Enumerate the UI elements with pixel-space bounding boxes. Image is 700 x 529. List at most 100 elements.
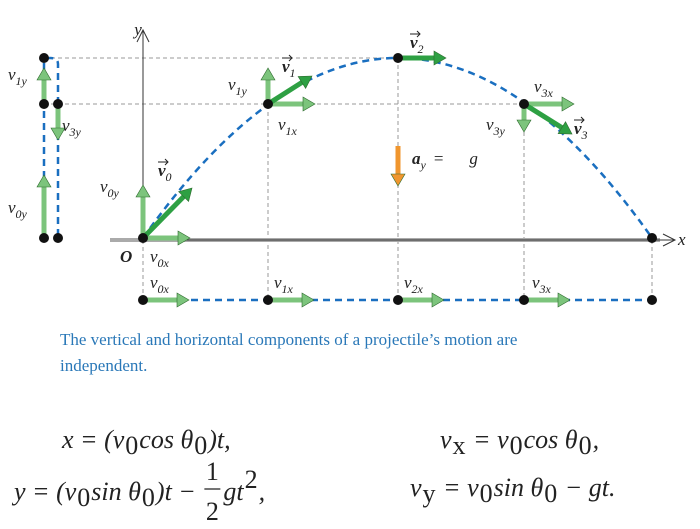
x-label: x xyxy=(677,230,686,249)
point xyxy=(53,99,63,109)
equation-sub: 0 xyxy=(579,431,592,460)
symbol: v xyxy=(8,65,16,84)
vector-head xyxy=(177,230,191,246)
equation-sub: 0 xyxy=(125,431,138,460)
vector-label: v2 xyxy=(410,33,424,56)
y-label: y xyxy=(132,20,142,39)
vector-label: v3x xyxy=(534,77,554,100)
equation-text: = v xyxy=(437,473,480,502)
vector-head xyxy=(176,292,190,308)
trajectory xyxy=(141,56,654,239)
subscript: 3x xyxy=(541,86,554,100)
vector-head xyxy=(260,67,276,81)
point xyxy=(39,53,49,63)
vertical-motion xyxy=(42,56,60,238)
symbol: v xyxy=(158,161,166,180)
point xyxy=(647,295,657,305)
equation-text: v xyxy=(440,425,452,454)
equation-text: sin θ xyxy=(494,473,544,502)
symbol: v xyxy=(228,75,236,94)
point xyxy=(53,233,63,243)
vector-label: v0y xyxy=(8,198,28,221)
vector-label: v0x xyxy=(150,247,170,270)
equation-text: y = (v xyxy=(11,477,77,506)
equation-text: )t − xyxy=(154,477,202,506)
point xyxy=(519,99,529,109)
vector-label: v3y xyxy=(62,116,82,139)
vector-head xyxy=(431,292,445,308)
vector-label: v1x xyxy=(274,273,294,296)
equation-sub: 0 xyxy=(544,479,557,508)
equation-sub: 0 xyxy=(142,483,155,512)
symbol: v xyxy=(532,273,540,292)
equation-text: , xyxy=(593,425,600,454)
acceleration-label: ay = g xyxy=(412,149,478,172)
point xyxy=(393,53,403,63)
subscript: y xyxy=(420,158,427,172)
x-axis-head xyxy=(662,233,677,247)
vector-head xyxy=(561,96,575,112)
equation-text: )t, xyxy=(206,425,230,454)
subscript: 0y xyxy=(108,186,120,200)
point xyxy=(519,295,529,305)
vector-label: v2x xyxy=(404,273,424,296)
vector-label: v3 xyxy=(574,119,588,142)
equals: = xyxy=(434,149,444,168)
vector-head xyxy=(50,127,66,141)
subscript: 0 xyxy=(166,170,172,184)
vector-arrow-mark xyxy=(158,158,169,166)
vector-label: v1y xyxy=(8,65,28,88)
subscript: 3y xyxy=(69,125,82,139)
vector-arrow-mark xyxy=(282,54,293,62)
y-axis-head xyxy=(136,28,150,43)
vector-arrow-mark xyxy=(410,30,421,38)
symbol: v xyxy=(274,273,282,292)
equation-sub: 0 xyxy=(77,483,90,512)
vector-head xyxy=(516,119,532,133)
equation-text: gt xyxy=(223,477,244,506)
vector-head xyxy=(36,174,52,188)
subscript: 0x xyxy=(158,256,170,270)
symbol: v xyxy=(486,115,494,134)
vector-head xyxy=(557,292,571,308)
vector-head xyxy=(178,187,193,203)
point xyxy=(263,99,273,109)
symbol: v xyxy=(62,116,70,135)
equation-text: v xyxy=(410,473,422,502)
subscript: 1x xyxy=(286,124,298,138)
equation-sup: 2 xyxy=(245,465,258,494)
symbol: v xyxy=(150,273,158,292)
vector-head xyxy=(390,173,406,187)
fraction-num: 1 xyxy=(206,457,219,486)
subscript: 0y xyxy=(16,207,28,221)
point xyxy=(263,295,273,305)
vector-head xyxy=(135,184,151,198)
symbol: v xyxy=(100,177,108,196)
origin-label: O xyxy=(120,247,132,266)
equation-sub: 0 xyxy=(510,431,523,460)
symbol: v xyxy=(410,33,418,52)
vector-label: v3y xyxy=(486,115,506,138)
vector-shaft xyxy=(522,101,564,130)
equation-sub: x xyxy=(453,431,466,460)
equation-sub: 0 xyxy=(194,431,207,460)
vectors xyxy=(36,50,657,308)
symbol: v xyxy=(404,273,412,292)
equation-text: cos θ xyxy=(524,425,578,454)
vector-label: v1 xyxy=(282,57,296,80)
subscript: 3x xyxy=(539,282,552,296)
subscript: 2 xyxy=(418,42,424,56)
vector-head xyxy=(297,75,313,89)
subscript: 1y xyxy=(236,84,248,98)
equation-sub: y xyxy=(423,479,436,508)
point xyxy=(138,295,148,305)
subscript: 2x xyxy=(412,282,424,296)
subscript: 1y xyxy=(16,74,28,88)
vector-head xyxy=(36,67,52,81)
vector-label: v0y xyxy=(100,177,120,200)
vector-head xyxy=(301,292,315,308)
vector-arrow-mark xyxy=(574,116,585,124)
subscript: 0x xyxy=(158,282,170,296)
symbol: v xyxy=(534,77,542,96)
